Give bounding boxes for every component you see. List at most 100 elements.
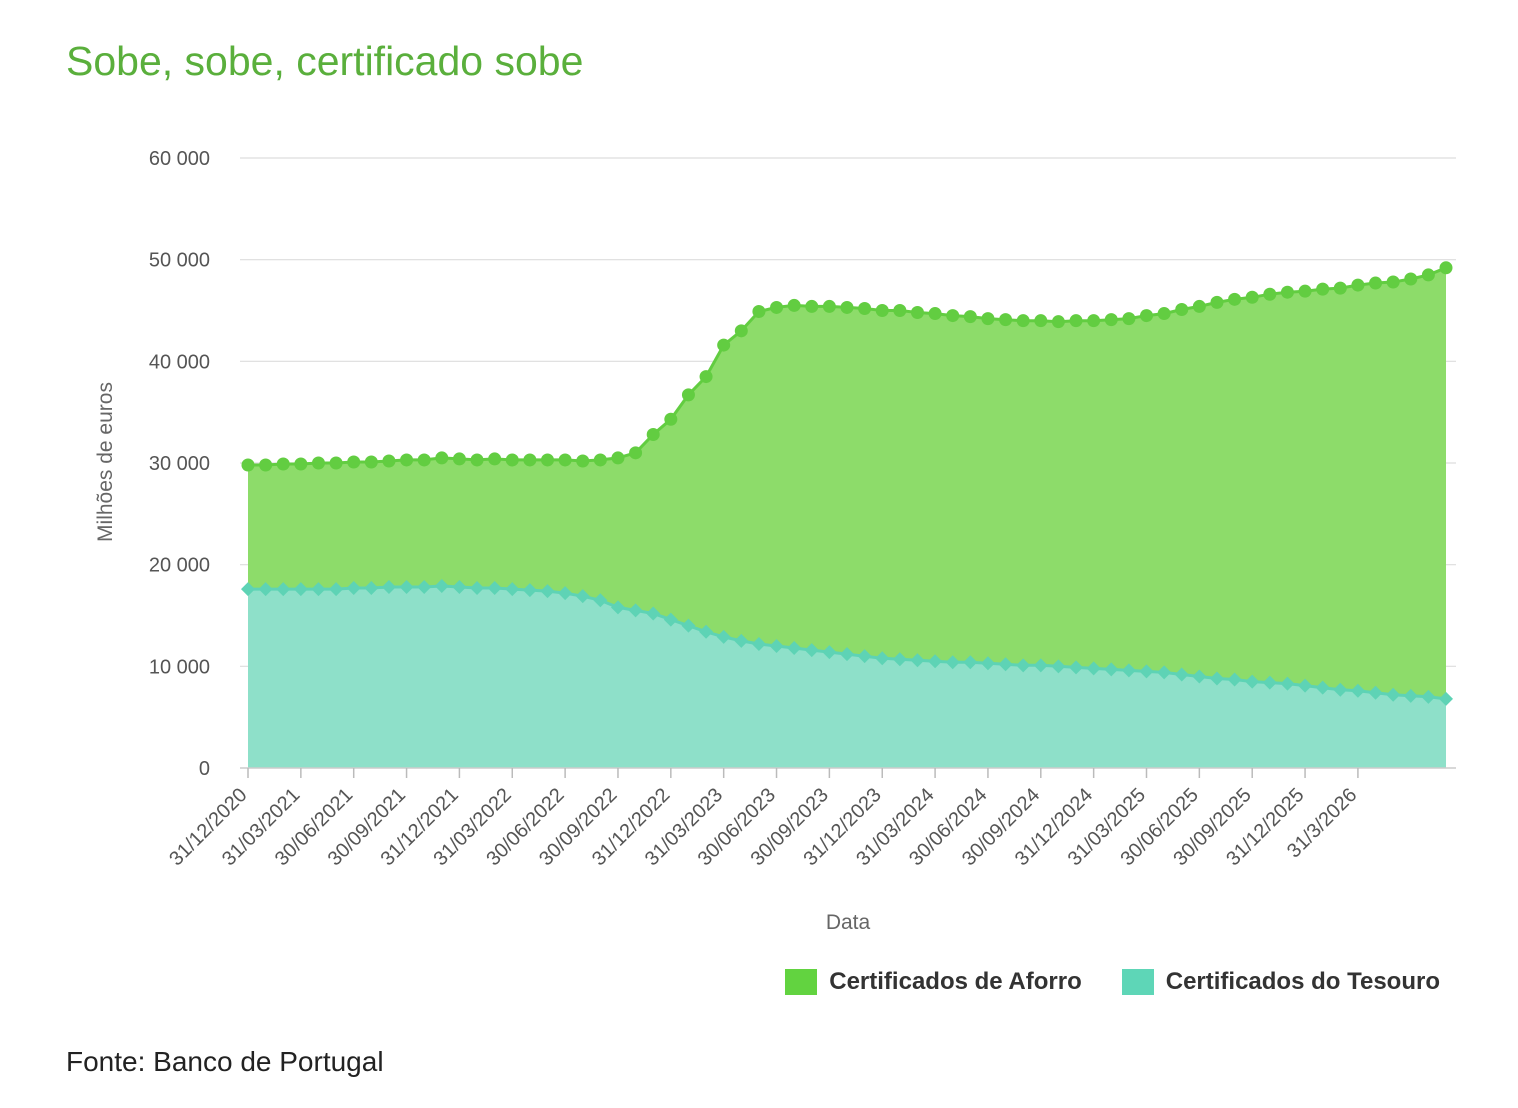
point-certificados-tesouro (1245, 674, 1260, 689)
point-certificados-aforro (946, 309, 960, 323)
point-certificados-aforro (646, 428, 660, 442)
point-certificados-tesouro (646, 606, 661, 621)
point-certificados-aforro (576, 454, 590, 468)
point-certificados-tesouro (1016, 658, 1031, 673)
point-certificados-aforro (910, 306, 924, 320)
legend-swatch-aforro (785, 969, 818, 995)
point-certificados-aforro (664, 412, 678, 426)
point-certificados-aforro (822, 299, 836, 313)
point-certificados-tesouro (329, 582, 344, 597)
point-certificados-tesouro (681, 618, 696, 633)
point-certificados-aforro (1228, 292, 1242, 306)
point-certificados-tesouro (998, 657, 1013, 672)
point-certificados-aforro (858, 301, 872, 315)
point-certificados-tesouro (945, 655, 960, 670)
point-certificados-tesouro (364, 581, 379, 596)
point-certificados-aforro (1140, 309, 1153, 323)
point-certificados-tesouro (822, 645, 837, 660)
point-certificados-aforro (294, 457, 308, 471)
legend-swatch-tesouro (1121, 969, 1154, 995)
point-certificados-tesouro (381, 580, 396, 595)
point-certificados-aforro (1386, 275, 1400, 289)
y-tick-label: 50 000 (149, 250, 210, 272)
point-certificados-tesouro (258, 582, 273, 597)
y-tick-label: 60 000 (149, 148, 210, 170)
point-certificados-aforro (611, 451, 625, 465)
point-certificados-tesouro (1298, 678, 1313, 693)
point-certificados-aforro (347, 455, 361, 469)
point-certificados-aforro (1087, 314, 1101, 328)
point-certificados-tesouro (487, 581, 502, 596)
point-certificados-aforro (1192, 299, 1206, 313)
point-certificados-tesouro (963, 655, 978, 670)
y-axis-title: Milhões de euros (94, 382, 117, 542)
point-certificados-aforro (1421, 268, 1435, 282)
point-certificados-aforro (1016, 314, 1030, 328)
point-certificados-tesouro (276, 582, 291, 597)
point-certificados-tesouro (1157, 665, 1172, 680)
point-certificados-tesouro (1192, 669, 1207, 684)
point-certificados-aforro (752, 305, 766, 319)
point-certificados-tesouro (1333, 682, 1348, 697)
point-certificados-tesouro (1174, 667, 1189, 682)
point-certificados-aforro (400, 453, 414, 467)
point-certificados-aforro (963, 310, 977, 324)
point-certificados-aforro (1157, 307, 1171, 321)
point-certificados-tesouro (1403, 688, 1418, 703)
point-certificados-tesouro (1209, 671, 1224, 686)
point-certificados-aforro (629, 446, 643, 460)
point-certificados-aforro (1439, 261, 1453, 275)
point-certificados-aforro (1298, 284, 1312, 298)
point-certificados-tesouro (857, 649, 872, 664)
point-certificados-aforro (470, 453, 484, 467)
point-certificados-tesouro (593, 593, 608, 608)
point-certificados-aforro (382, 454, 396, 468)
legend-item-aforro[interactable]: Certificados de Aforro (785, 968, 1082, 996)
point-certificados-tesouro (892, 652, 907, 667)
y-tick-label: 20 000 (149, 555, 210, 577)
point-certificados-tesouro (804, 643, 819, 658)
point-certificados-aforro (1280, 285, 1294, 299)
chart-title: Sobe, sobe, certificado sobe (66, 38, 584, 84)
point-certificados-tesouro (1227, 672, 1242, 687)
y-tick-label: 10 000 (149, 656, 210, 678)
y-tick-label: 30 000 (149, 453, 210, 475)
point-certificados-tesouro (399, 580, 414, 595)
point-certificados-tesouro (1121, 663, 1136, 678)
point-certificados-tesouro (1280, 676, 1295, 691)
point-certificados-tesouro (558, 586, 573, 601)
point-certificados-aforro (1051, 315, 1065, 329)
point-certificados-tesouro (663, 612, 678, 627)
point-certificados-tesouro (470, 581, 485, 596)
point-certificados-aforro (1263, 287, 1277, 301)
point-certificados-tesouro (241, 582, 255, 597)
point-certificados-aforro (999, 313, 1013, 327)
point-certificados-aforro (1175, 302, 1189, 316)
point-certificados-tesouro (1033, 658, 1048, 673)
point-certificados-aforro (1104, 313, 1118, 327)
point-certificados-aforro (593, 453, 607, 467)
point-certificados-tesouro (1086, 661, 1101, 676)
point-certificados-tesouro (417, 580, 432, 595)
legend-label-tesouro: Certificados do Tesouro (1165, 968, 1440, 995)
point-certificados-tesouro (434, 579, 449, 594)
point-certificados-aforro (1369, 276, 1383, 290)
point-certificados-tesouro (1421, 689, 1436, 704)
point-certificados-tesouro (346, 581, 361, 596)
area-certificados-tesouro (248, 586, 1446, 768)
point-certificados-tesouro (716, 629, 731, 644)
point-certificados-tesouro (1350, 683, 1365, 698)
point-certificados-aforro (770, 300, 784, 314)
point-certificados-aforro (1333, 281, 1347, 295)
point-certificados-aforro (981, 312, 995, 326)
point-certificados-aforro (1210, 295, 1224, 309)
point-certificados-aforro (1034, 314, 1048, 328)
point-certificados-aforro (1122, 312, 1136, 326)
legend-item-tesouro[interactable]: Certificados do Tesouro (1121, 968, 1440, 996)
point-certificados-tesouro (1139, 664, 1154, 679)
source-note: Fonte: Banco de Portugal (66, 1046, 384, 1077)
point-certificados-tesouro (910, 653, 925, 668)
point-certificados-aforro (241, 458, 255, 472)
point-certificados-aforro (893, 304, 907, 317)
